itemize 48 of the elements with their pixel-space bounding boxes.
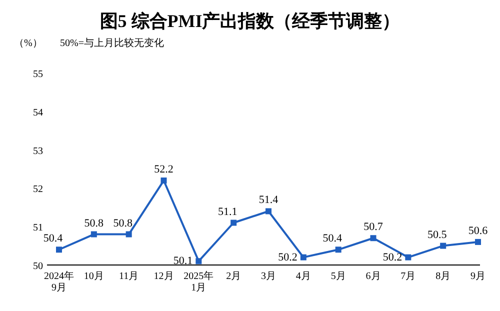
y-tick-label: 50 (33, 261, 43, 272)
y-tick-label: 51 (33, 222, 43, 234)
point (370, 235, 376, 242)
data-label: 50.8 (84, 217, 104, 230)
y-tick-label: 54 (33, 107, 43, 118)
data-label: 51.1 (218, 206, 238, 218)
x-tick-label: 7月 (400, 271, 416, 282)
point (160, 178, 167, 184)
data-label: 50.1 (173, 255, 193, 268)
point (266, 208, 272, 214)
x-tick-label: 11月 (119, 271, 139, 282)
point (90, 231, 97, 238)
x-tick-label: 4月 (296, 271, 311, 282)
y-tick-label: 52 (33, 184, 43, 196)
data-label: 50.7 (364, 221, 384, 234)
x-tick-label: 12月 (154, 271, 174, 282)
x-tick-label: 3月 (261, 271, 276, 282)
y-tick-label: 53 (33, 146, 43, 157)
data-label: 52.2 (154, 164, 174, 176)
point (230, 220, 237, 226)
data-label: 50.5 (427, 228, 448, 241)
data-label: 50.2 (278, 251, 298, 264)
point (335, 246, 342, 253)
data-label: 50.6 (468, 224, 488, 237)
point (405, 254, 412, 260)
data-label: 51.4 (258, 194, 279, 206)
point (126, 231, 132, 238)
text: （%） (14, 38, 42, 49)
y-tick-label: 55 (33, 69, 43, 80)
x-tick-label: 2月 (226, 271, 242, 282)
point (300, 254, 306, 260)
x-tick-label: 9月 (470, 271, 486, 282)
x-tick-label: 2024年 9月 (44, 270, 74, 294)
text: 50%=与上月比较无变化 (60, 37, 164, 49)
x-tick-label: 2025年 1月 (184, 270, 214, 294)
data-label: 50.4 (43, 232, 64, 245)
point (196, 258, 202, 264)
x-tick-label: 10月 (84, 271, 104, 282)
data-label: 50.2 (382, 251, 402, 264)
x-tick-label: 6月 (366, 271, 381, 282)
data-label: 50.4 (322, 232, 342, 245)
data-label: 50.8 (113, 217, 133, 230)
point (56, 246, 62, 253)
point (475, 238, 481, 245)
point (440, 242, 446, 249)
chart-title: 图5 综合PMI产出指数（经季节调整） (100, 11, 400, 31)
x-tick-label: 8月 (436, 271, 451, 282)
x-tick-label: 5月 (330, 271, 346, 282)
